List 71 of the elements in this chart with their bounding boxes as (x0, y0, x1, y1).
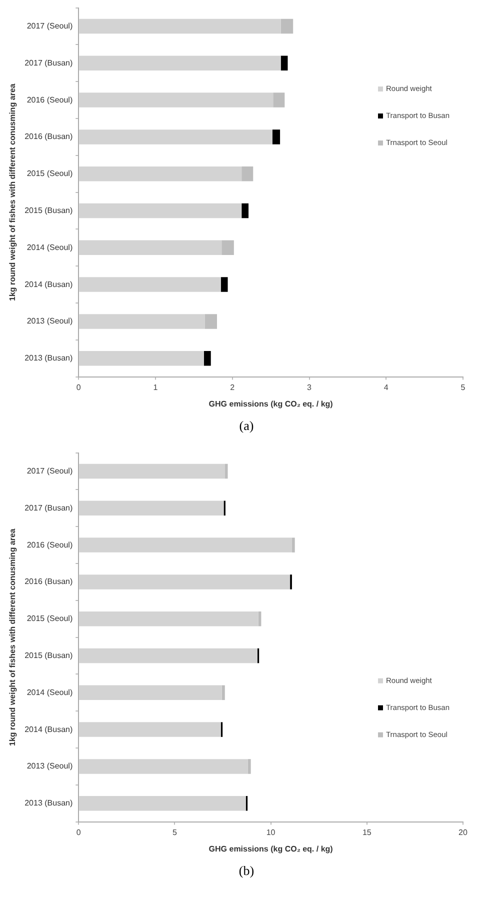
y-tick-label: 2016 (Busan) (24, 577, 73, 586)
bar (79, 203, 242, 218)
x-tick-label: 15 (362, 828, 372, 837)
y-tick-label: 2014 (Busan) (24, 280, 73, 289)
y-tick-label: 2015 (Seoul) (26, 614, 73, 624)
x-tick-label: 0 (76, 382, 82, 392)
bar (79, 538, 292, 552)
bar (79, 56, 281, 71)
bar (280, 56, 288, 71)
text: (b) (238, 862, 256, 880)
y-tick-label: 2016 (Seoul) (26, 540, 73, 550)
bar (79, 500, 224, 516)
bar (273, 92, 285, 108)
bar (204, 350, 211, 366)
bar (79, 611, 258, 626)
y-tick-label: 2017 (Busan) (24, 58, 73, 68)
bar (222, 240, 234, 256)
y-tick-label: 2015 (Seoul) (26, 169, 73, 178)
bar (79, 574, 290, 590)
bar (79, 722, 221, 737)
y-tick-label: 2016 (Busan) (24, 132, 73, 142)
x-tick-label: 2 (230, 382, 236, 392)
x-tick-label: 1 (153, 382, 158, 392)
bar (79, 796, 246, 811)
bar (272, 130, 280, 144)
y-tick-label: 2013 (Seoul) (26, 316, 73, 326)
bar (79, 277, 221, 292)
y-axis-title: 1kg round weight of fishes with different conusming area (8, 528, 18, 746)
bar (79, 648, 258, 664)
x-axis-title: GHG emissions (kg CO₂ eq. / kg) (208, 399, 334, 408)
x-tick-label: 3 (307, 382, 312, 392)
y-tick-label: 2017 (Seoul) (26, 466, 73, 476)
bar (79, 18, 281, 34)
y-tick-label: 2013 (Busan) (24, 798, 73, 808)
x-tick-label: 5 (460, 382, 466, 392)
bar (292, 538, 295, 552)
y-tick-label: 2016 (Seoul) (26, 95, 73, 104)
y-axis-title: 1kg round weight of fishes with different conusming area (8, 83, 18, 301)
y-tick-label: 2013 (Busan) (24, 354, 73, 363)
bar (79, 314, 205, 329)
y-tick-label: 2014 (Seoul) (26, 242, 73, 252)
y-tick-label: 2014 (Busan) (24, 724, 73, 734)
bar (79, 350, 204, 366)
bar (79, 130, 272, 144)
y-tick-label: 2014 (Seoul) (26, 688, 73, 697)
x-tick-label: 5 (172, 828, 178, 837)
text: (a) (238, 417, 255, 435)
x-tick-label: 0 (76, 828, 82, 837)
bar (79, 166, 242, 182)
bar (248, 759, 251, 774)
bar (222, 685, 225, 700)
y-tick-label: 2013 (Seoul) (26, 762, 73, 771)
bar (242, 203, 249, 218)
bar (79, 464, 225, 479)
x-tick-label: 10 (266, 828, 276, 837)
bar (204, 314, 218, 329)
bar (79, 685, 222, 700)
y-tick-label: 2017 (Seoul) (26, 21, 73, 30)
bar (79, 240, 222, 256)
x-axis-title: GHG emissions (kg CO₂ eq. / kg) (208, 844, 334, 854)
x-tick-label: 4 (384, 382, 389, 392)
bar (224, 464, 228, 479)
y-tick-label: 2015 (Busan) (24, 206, 73, 215)
y-tick-label: 2015 (Busan) (24, 650, 73, 660)
bar (79, 759, 248, 774)
y-tick-label: 2017 (Busan) (24, 503, 73, 512)
bar (220, 277, 228, 292)
x-tick-label: 20 (458, 828, 468, 837)
bar (79, 92, 274, 108)
bar (242, 166, 254, 182)
bar (280, 18, 294, 34)
